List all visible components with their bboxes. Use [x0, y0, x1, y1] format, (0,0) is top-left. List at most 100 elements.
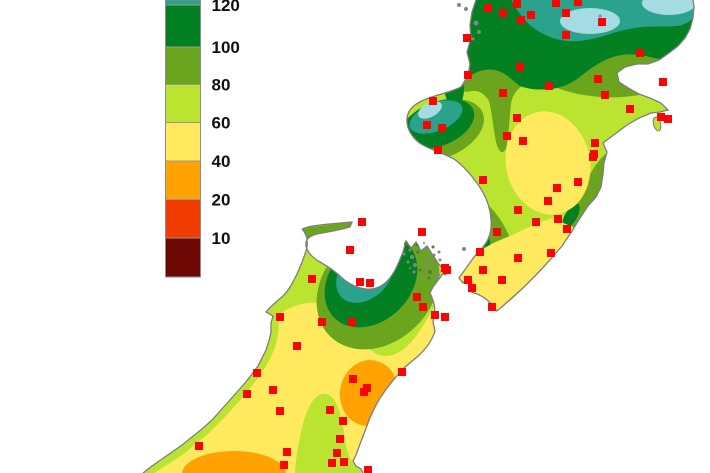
station-marker: [464, 71, 472, 79]
islet: [471, 37, 475, 41]
station-marker: [283, 448, 291, 456]
sounds-islet: [425, 247, 429, 251]
sounds-islet: [426, 256, 430, 260]
station-marker: [553, 184, 561, 192]
station-marker: [308, 275, 316, 283]
sounds-islet: [416, 250, 420, 254]
islet: [464, 7, 468, 11]
station-marker: [366, 279, 374, 287]
station-marker: [419, 303, 427, 311]
legend-tick-label: 120: [212, 0, 240, 15]
station-marker: [547, 249, 555, 257]
station-marker: [340, 458, 348, 466]
station-marker: [590, 150, 598, 158]
coastline-north-island: [406, 0, 695, 312]
station-marker: [532, 218, 540, 226]
legend-swatch: [165, 160, 201, 200]
sounds-islet: [409, 267, 411, 269]
sounds-islet: [410, 255, 414, 259]
station-marker: [498, 276, 506, 284]
coastal-islets: [457, 3, 602, 251]
station-marker: [339, 417, 347, 425]
contour-coastal-core: [562, 203, 580, 229]
sounds-islet: [413, 263, 417, 267]
station-marker: [356, 278, 364, 286]
station-marker: [253, 369, 261, 377]
legend-tick-label: 10: [212, 229, 231, 248]
legend-border: [165, 0, 201, 278]
station-marker: [659, 78, 667, 86]
islet: [477, 30, 481, 34]
station-marker: [360, 388, 368, 396]
contour-band-140-plus: [642, 0, 694, 15]
station-marker: [562, 31, 570, 39]
station-marker: [479, 176, 487, 184]
station-marker: [601, 91, 609, 99]
sounds-islet: [430, 261, 434, 265]
station-marker: [503, 132, 511, 140]
station-marker: [349, 375, 357, 383]
sounds-islet: [420, 274, 424, 278]
station-marker: [434, 146, 442, 154]
legend: 120 100 80 60 40 20 10: [165, 0, 240, 278]
station-marker: [544, 197, 552, 205]
sounds-islet: [428, 270, 432, 274]
islet: [473, 20, 479, 26]
station-marker: [552, 0, 560, 7]
station-marker: [464, 276, 472, 284]
sounds-islet: [408, 248, 412, 252]
station-marker: [438, 124, 446, 132]
station-marker: [519, 137, 527, 145]
station-marker: [441, 313, 449, 321]
station-marker: [479, 266, 487, 274]
station-marker: [514, 206, 522, 214]
station-marker: [516, 63, 524, 71]
legend-swatch: [165, 0, 201, 6]
contour-band-140-plus: [560, 8, 620, 34]
station-marker: [431, 311, 439, 319]
station-marker: [328, 459, 336, 467]
contour-band-40-60: [459, 218, 575, 311]
station-marker: [269, 386, 277, 394]
station-marker: [348, 318, 356, 326]
legend-swatch: [165, 84, 201, 123]
station-marker: [195, 442, 203, 450]
station-marker: [626, 105, 634, 113]
legend-swatch: [165, 122, 201, 162]
station-marker: [280, 461, 288, 469]
station-marker: [514, 254, 522, 262]
sounds-islet: [434, 278, 438, 282]
coastline-south-island: [142, 221, 446, 473]
legend-swatch: [165, 4, 201, 48]
legend-tick-label: 80: [212, 76, 231, 95]
station-marker: [358, 218, 366, 226]
station-marker: [333, 449, 341, 457]
sounds-islet: [420, 259, 424, 263]
sounds-islet: [434, 266, 438, 270]
station-marker: [493, 228, 501, 236]
station-marker: [243, 390, 251, 398]
sounds-islet: [404, 242, 408, 246]
station-marker: [574, 0, 582, 6]
sounds-islet: [436, 273, 440, 277]
sounds-islet: [424, 265, 428, 269]
islet: [462, 247, 466, 251]
station-marker: [398, 368, 406, 376]
legend-tick-label: 100: [212, 38, 240, 57]
station-marker: [418, 228, 426, 236]
station-marker: [499, 89, 507, 97]
station-marker: [463, 34, 471, 42]
station-marker: [476, 248, 484, 256]
legend-tick-label: 40: [212, 152, 231, 171]
station-marker: [517, 16, 525, 24]
station-marker: [499, 9, 507, 17]
station-marker: [554, 215, 562, 223]
station-marker: [545, 82, 553, 90]
station-marker: [346, 246, 354, 254]
sounds-islet: [437, 250, 441, 254]
sounds-islet: [423, 242, 425, 244]
islet: [457, 3, 461, 7]
station-marker: [326, 406, 334, 414]
